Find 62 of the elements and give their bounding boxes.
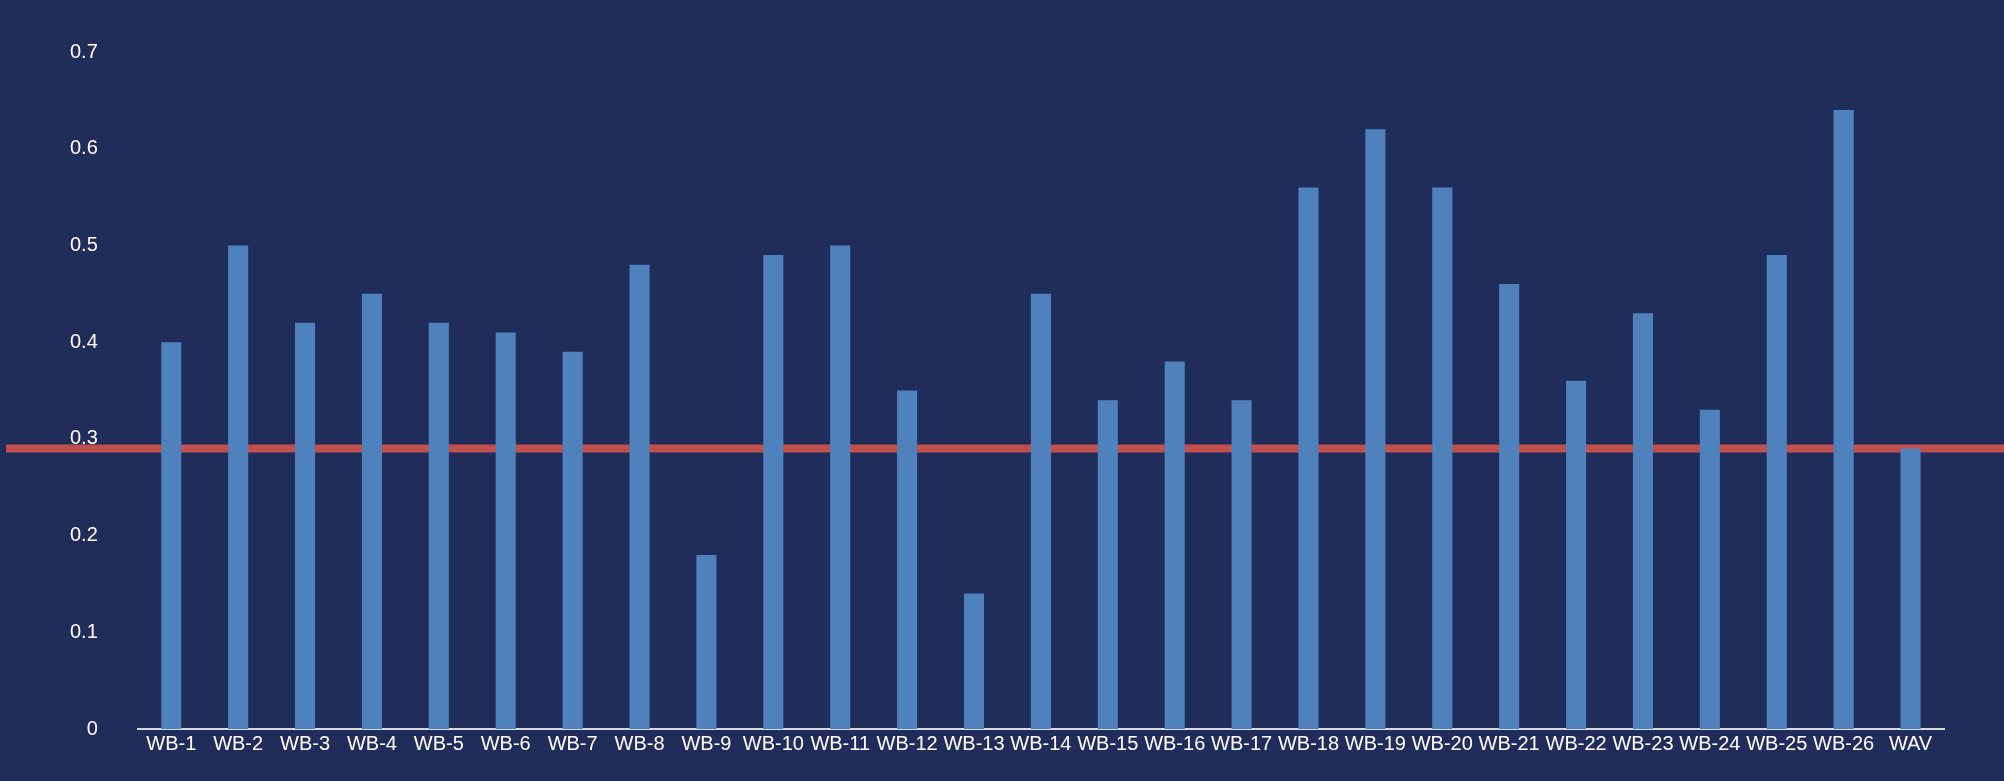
bar bbox=[629, 264, 650, 729]
bar bbox=[1833, 110, 1854, 729]
bar bbox=[1030, 293, 1051, 729]
x-tick-label: WB-22 bbox=[1545, 731, 1607, 754]
x-tick-label: WB-11 bbox=[810, 731, 871, 754]
x-tick-label: WB-18 bbox=[1277, 731, 1340, 754]
bar bbox=[963, 593, 985, 729]
bar bbox=[1566, 380, 1587, 729]
y-tick-label: 0.3 bbox=[69, 426, 98, 449]
x-tick-label: WB-23 bbox=[1612, 731, 1674, 754]
x-tick-label: WB-10 bbox=[742, 731, 804, 754]
y-tick-label: 0.1 bbox=[69, 619, 98, 642]
y-tick-label: 0.4 bbox=[69, 329, 98, 352]
bar bbox=[1097, 400, 1118, 729]
x-tick-label: WAV bbox=[1888, 731, 1933, 754]
x-tick-label: WB-13 bbox=[943, 731, 1005, 754]
bar bbox=[361, 293, 382, 729]
bar bbox=[830, 245, 851, 729]
bar bbox=[295, 322, 316, 729]
y-tick-label: 0.5 bbox=[69, 232, 98, 255]
bar bbox=[1632, 313, 1653, 729]
bar bbox=[1298, 187, 1319, 729]
x-tick-label: WB-2 bbox=[213, 731, 264, 754]
x-tick-label: WB-1 bbox=[146, 731, 197, 754]
x-tick-label: WB-12 bbox=[876, 731, 938, 754]
bar bbox=[1699, 409, 1720, 729]
bar bbox=[562, 351, 583, 729]
x-tick-label: WB-15 bbox=[1077, 731, 1139, 754]
x-tick-label: WB-16 bbox=[1144, 731, 1206, 754]
x-tick-label: WB-25 bbox=[1746, 731, 1808, 754]
x-tick-label: WB-3 bbox=[280, 731, 331, 754]
x-tick-label: WB-24 bbox=[1679, 731, 1741, 754]
x-tick-label: WB-14 bbox=[1010, 731, 1072, 754]
x-tick-label: WB-19 bbox=[1344, 731, 1406, 754]
bar bbox=[1164, 361, 1185, 729]
bar bbox=[897, 390, 918, 729]
y-tick-label: 0 bbox=[86, 716, 98, 739]
x-tick-label: WB-26 bbox=[1813, 731, 1875, 754]
bar bbox=[1766, 255, 1787, 729]
bar bbox=[228, 245, 249, 729]
x-tick-label: WB-6 bbox=[480, 731, 531, 754]
bar bbox=[161, 342, 182, 729]
bar bbox=[696, 554, 717, 729]
x-tick-label: WB-20 bbox=[1411, 731, 1473, 754]
x-tick-label: WB-5 bbox=[413, 731, 464, 754]
bar bbox=[1365, 129, 1386, 729]
x-tick-label: WB-4 bbox=[346, 731, 397, 754]
y-tick-label: 0.6 bbox=[69, 136, 98, 159]
x-tick-label: WB-8 bbox=[614, 731, 665, 754]
x-tick-label: WB-9 bbox=[681, 731, 732, 754]
x-tick-label: WB-17 bbox=[1211, 731, 1273, 754]
x-tick-label: WB-21 bbox=[1478, 731, 1540, 754]
bar bbox=[1499, 284, 1520, 729]
bar bbox=[495, 332, 516, 729]
bar bbox=[428, 322, 449, 729]
y-tick-label: 0.7 bbox=[69, 39, 98, 62]
bar bbox=[1900, 448, 1921, 729]
y-tick-label: 0.2 bbox=[69, 523, 98, 546]
bar bbox=[763, 255, 784, 729]
bar bbox=[1231, 400, 1252, 729]
x-tick-label: WB-7 bbox=[547, 731, 598, 754]
bar bbox=[1432, 187, 1453, 729]
